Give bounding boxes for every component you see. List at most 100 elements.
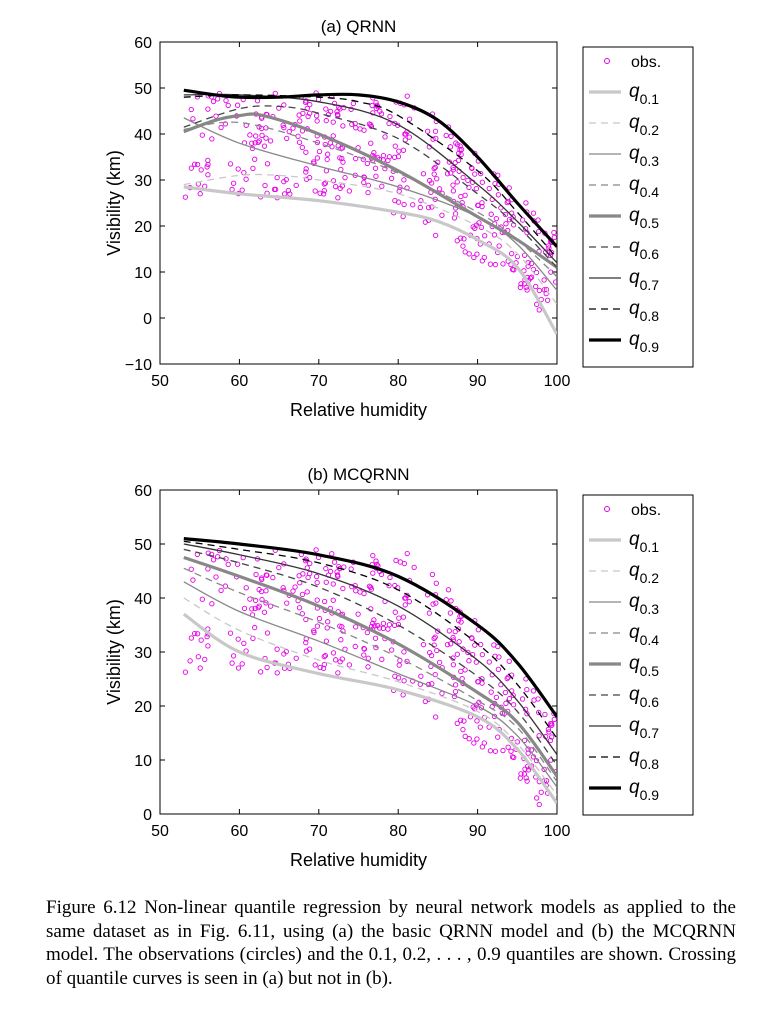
legend-obs-label: obs.	[631, 502, 661, 519]
obs-point	[371, 149, 377, 156]
obs-point	[543, 249, 549, 255]
obs-point	[259, 132, 265, 139]
obs-point	[320, 665, 327, 671]
obs-point	[355, 611, 361, 617]
obs-point	[340, 123, 346, 129]
obs-point	[541, 277, 547, 283]
obs-point	[317, 664, 323, 671]
obs-point	[460, 243, 466, 249]
obs-point	[250, 635, 256, 642]
obs-point	[406, 116, 413, 122]
obs-point	[331, 100, 338, 107]
y-tick-label: 50	[134, 537, 152, 554]
legend-label-0.7: q0.7	[629, 267, 659, 293]
obs-point	[342, 175, 348, 181]
obs-point	[432, 164, 438, 170]
y-tick-label: 50	[134, 81, 152, 98]
obs-point	[371, 617, 377, 623]
obs-point	[511, 754, 517, 761]
obs-point	[313, 547, 319, 553]
legend-q-symbol: q	[629, 715, 640, 736]
obs-point	[337, 106, 343, 112]
obs-point	[536, 709, 542, 716]
obs-point	[462, 192, 468, 198]
obs-point	[380, 620, 387, 627]
obs-point	[402, 131, 408, 137]
obs-point	[202, 656, 208, 663]
obs-point	[352, 624, 359, 630]
obs-point	[388, 175, 395, 181]
obs-point	[213, 574, 219, 580]
x-tick-label: 70	[310, 823, 328, 840]
obs-point	[330, 597, 336, 603]
obs-point	[311, 628, 317, 634]
obs-point	[392, 154, 398, 160]
obs-point	[549, 249, 555, 256]
obs-point	[208, 551, 215, 558]
obs-point	[432, 196, 438, 202]
obs-point	[303, 176, 310, 182]
obs-point	[252, 624, 258, 631]
chart-title: (b) MCQRNN	[308, 465, 410, 484]
obs-point	[281, 102, 287, 108]
legend-q-symbol: q	[629, 653, 640, 674]
obs-point	[190, 577, 196, 583]
obs-point	[521, 281, 528, 287]
quantile-curve-0.8	[183, 540, 557, 739]
obs-point	[218, 124, 224, 131]
quantile-curve-0.1	[182, 612, 557, 805]
obs-point	[387, 574, 393, 581]
legend-obs-marker	[604, 58, 610, 64]
legend-q-subscript: 0.9	[640, 787, 660, 803]
obs-point	[250, 165, 256, 172]
legend-q-symbol: q	[629, 777, 640, 798]
obs-point	[334, 572, 341, 578]
obs-point	[209, 136, 215, 142]
obs-point	[428, 652, 435, 659]
obs-point	[465, 649, 471, 656]
quantile-curve-0.4	[183, 567, 557, 782]
obs-point	[195, 654, 201, 660]
obs-point	[386, 120, 392, 127]
obs-point	[304, 105, 310, 112]
obs-point	[519, 217, 526, 223]
obs-point	[401, 177, 407, 183]
obs-point	[553, 279, 557, 285]
obs-point	[321, 188, 327, 194]
obs-point	[395, 153, 402, 160]
obs-point	[360, 156, 366, 162]
obs-point	[545, 243, 552, 249]
y-tick-label: 0	[143, 807, 152, 824]
obs-point	[252, 133, 259, 139]
obs-point	[462, 667, 468, 673]
obs-point	[325, 619, 331, 625]
obs-point	[426, 610, 432, 616]
obs-point	[352, 643, 358, 650]
obs-point	[373, 99, 379, 106]
legend-a: obs.q0.1q0.2q0.3q0.4q0.5q0.6q0.7q0.8q0.9	[582, 46, 694, 368]
obs-point	[332, 184, 339, 190]
legend-label-0.1: q0.1	[629, 529, 659, 555]
obs-point	[255, 605, 261, 611]
obs-point	[330, 650, 337, 656]
legend-q-subscript: 0.9	[640, 339, 660, 355]
obs-point	[473, 222, 480, 228]
obs-point	[370, 553, 376, 559]
legend-label-0.4: q0.4	[629, 174, 659, 200]
obs-point	[546, 729, 552, 735]
legend-q-symbol: q	[629, 112, 640, 133]
obs-point	[261, 609, 268, 615]
obs-point	[551, 229, 557, 236]
y-tick-label: 60	[134, 483, 152, 500]
obs-point	[402, 602, 408, 608]
obs-point	[528, 260, 535, 267]
obs-point	[385, 157, 391, 164]
obs-point	[365, 655, 371, 661]
obs-point	[270, 574, 276, 581]
obs-point	[264, 572, 270, 578]
obs-point	[493, 694, 500, 701]
obs-point	[385, 626, 391, 632]
obs-point	[432, 671, 438, 678]
plot-content-b	[182, 537, 557, 808]
obs-point	[496, 654, 502, 660]
